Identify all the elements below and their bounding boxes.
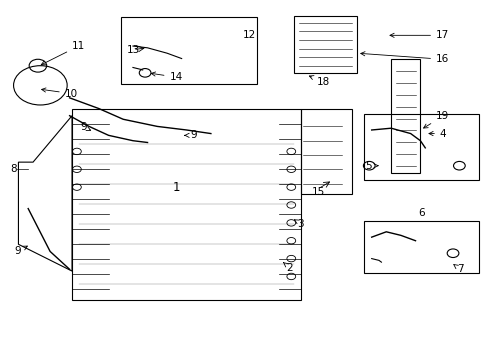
Text: 15: 15 bbox=[312, 187, 325, 197]
Text: 1: 1 bbox=[173, 181, 180, 194]
Text: 8: 8 bbox=[10, 164, 17, 174]
Text: 16: 16 bbox=[361, 52, 449, 64]
Text: 5: 5 bbox=[365, 161, 378, 171]
Text: 13: 13 bbox=[127, 45, 140, 55]
Text: 6: 6 bbox=[418, 208, 425, 218]
Text: 3: 3 bbox=[294, 219, 304, 229]
Text: 7: 7 bbox=[454, 264, 464, 274]
Text: 12: 12 bbox=[243, 30, 256, 40]
Text: 9: 9 bbox=[14, 246, 27, 256]
Text: 19: 19 bbox=[423, 111, 449, 128]
Text: 9: 9 bbox=[185, 130, 197, 140]
Text: 10: 10 bbox=[42, 88, 78, 99]
Text: 9: 9 bbox=[80, 122, 91, 132]
Bar bbox=[121, 18, 257, 84]
Text: 2: 2 bbox=[284, 262, 293, 273]
Text: 17: 17 bbox=[390, 30, 449, 40]
Text: 18: 18 bbox=[309, 76, 330, 87]
Bar bbox=[365, 114, 479, 180]
Text: 14: 14 bbox=[151, 72, 183, 82]
Text: 11: 11 bbox=[41, 41, 85, 65]
Bar bbox=[365, 221, 479, 273]
Text: 4: 4 bbox=[429, 129, 446, 139]
